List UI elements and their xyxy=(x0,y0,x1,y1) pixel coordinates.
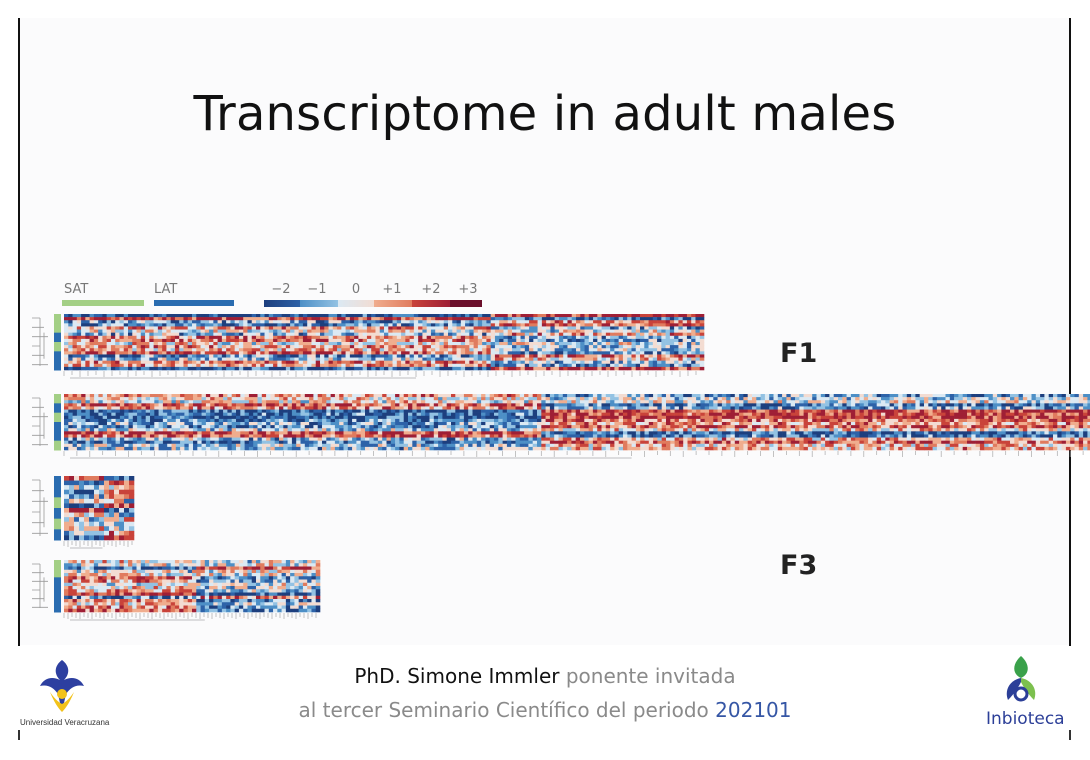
left-tick xyxy=(18,730,20,740)
right-border xyxy=(1069,18,1071,646)
heatmap-svg xyxy=(32,314,705,379)
scale-label-m2: −2 xyxy=(271,282,291,297)
left-border xyxy=(18,18,20,646)
legend-lat-label: LAT xyxy=(154,282,178,297)
footer-line-2: al tercer Seminario Científico del perio… xyxy=(0,698,1090,722)
footer-line-1: PhD. Simone Immler ponente invitada xyxy=(0,664,1090,688)
left-logo-caption: Universidad Veracruzana xyxy=(20,718,110,727)
scale-swatch xyxy=(374,300,412,307)
scale-swatch xyxy=(412,300,450,307)
right-logo-caption: Inbioteca xyxy=(986,709,1065,729)
scale-label-p3: +3 xyxy=(458,282,478,297)
panel-label-f3: F3 xyxy=(780,550,818,581)
heatmap-svg xyxy=(32,560,321,621)
speaker-name: PhD. Simone Immler xyxy=(354,664,560,688)
scale-label-p2: +2 xyxy=(421,282,441,297)
scale-swatch xyxy=(338,300,376,307)
speaker-role: ponente invitada xyxy=(565,664,736,688)
seminar-text: al tercer Seminario Científico del perio… xyxy=(298,698,709,722)
scale-label-p1: +1 xyxy=(382,282,402,297)
legend-lat-bar xyxy=(154,300,234,306)
heatmap-f3 xyxy=(30,560,324,632)
inbioteca-logo xyxy=(1006,656,1036,702)
universidad-veracruzana-logo xyxy=(40,660,84,712)
right-tick xyxy=(1069,730,1071,740)
scale-swatch xyxy=(450,300,482,307)
heatmap-f1-wide xyxy=(30,394,1090,470)
legend-sat-label: SAT xyxy=(64,282,89,297)
heatmap-svg xyxy=(32,394,1090,459)
scale-label-m1: −1 xyxy=(307,282,327,297)
heatmap-small xyxy=(30,476,138,560)
legend-sat-bar xyxy=(62,300,144,306)
scale-swatch xyxy=(264,300,302,307)
period-code: 202101 xyxy=(715,698,792,722)
heatmap-f1-top xyxy=(30,314,708,390)
heatmap-svg xyxy=(32,476,135,549)
scale-swatch xyxy=(300,300,338,307)
scale-label-0: 0 xyxy=(351,282,361,297)
panel-label-f1: F1 xyxy=(780,338,818,369)
slide-title: Transcriptome in adult males xyxy=(193,86,897,142)
